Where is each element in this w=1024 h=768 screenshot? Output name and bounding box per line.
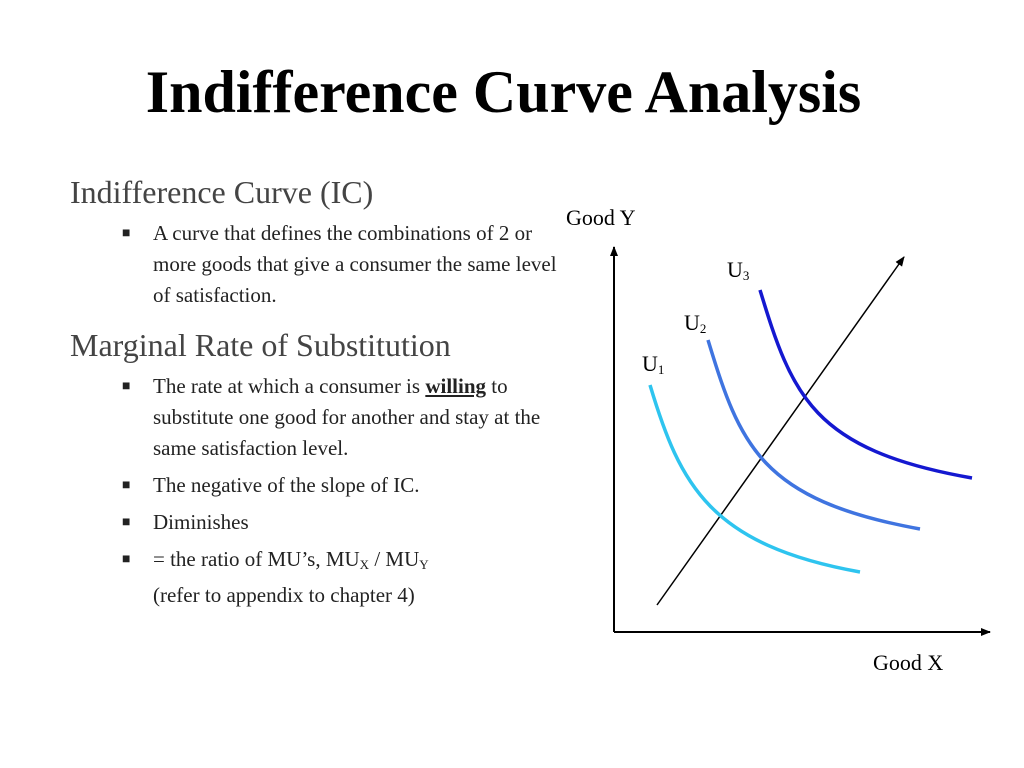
heading-indifference-curve: Indifference Curve (IC) <box>70 174 374 210</box>
bullet-square-icon: ■ <box>122 515 131 530</box>
bullet-square-icon: ■ <box>122 552 131 567</box>
label-u1-sub: 1 <box>657 362 665 377</box>
indifference-curve-u1 <box>648 384 861 574</box>
label-u3-sub: 3 <box>742 268 750 283</box>
bullet-text-pre: = the ratio of MU’s, MU <box>153 547 360 571</box>
label-u3: U3 <box>727 257 749 284</box>
label-u2-base: U <box>684 310 700 335</box>
label-u1-base: U <box>642 351 658 376</box>
label-u2-sub: 2 <box>699 321 707 336</box>
slide-content: Indifference Curve (IC) ■ A curve that d… <box>70 172 560 617</box>
expansion-path-line <box>656 256 905 606</box>
bullet-text-post: (refer to appendix to chapter 4) <box>153 583 415 607</box>
subscript-y: Y <box>419 557 429 572</box>
subscript-x: X <box>359 557 370 572</box>
bullet-text-emphasis: willing <box>425 374 487 398</box>
x-axis-label: Good X <box>873 650 944 675</box>
bullet-mrs-definition: ■ The rate at which a consumer is willin… <box>70 371 560 464</box>
bullet-square-icon: ■ <box>122 379 131 394</box>
bullet-text: Diminishes <box>153 510 249 534</box>
graph-canvas <box>610 246 991 636</box>
indifference-curve-graph: Good Y Good X U1 U2 U3 <box>560 195 1000 695</box>
bullet-square-icon: ■ <box>122 478 131 493</box>
label-u2: U2 <box>684 310 706 337</box>
label-u1: U1 <box>642 351 664 378</box>
bullet-text: The negative of the slope of IC. <box>153 473 420 497</box>
bullet-text-post: to substitute one good for another and s… <box>153 374 541 460</box>
indifference-curve-u3 <box>758 289 973 480</box>
heading-mrs: Marginal Rate of Substitution <box>70 327 451 363</box>
bullet-text-pre: The rate at which a consumer is <box>153 374 426 398</box>
bullet-text: A curve that defines the combinations of… <box>153 221 557 307</box>
indifference-curve-u2 <box>706 339 921 531</box>
ic-bullet-list: ■ A curve that defines the combinations … <box>70 218 560 311</box>
label-u3-base: U <box>727 257 743 282</box>
bullet-ic-definition: ■ A curve that defines the combinations … <box>70 218 560 311</box>
bullet-negative-slope: ■ The negative of the slope of IC. <box>70 470 560 501</box>
mrs-bullet-list: ■ The rate at which a consumer is willin… <box>70 371 560 611</box>
slide-title: Indifference Curve Analysis <box>145 59 862 125</box>
bullet-diminishes: ■ Diminishes <box>70 507 560 538</box>
bullet-square-icon: ■ <box>122 226 131 241</box>
y-axis-label: Good Y <box>566 205 636 230</box>
bullet-text-mid: / MU <box>369 547 420 571</box>
bullet-mu-ratio: ■ = the ratio of MU’s, MUX / MUY (refer … <box>70 544 560 611</box>
